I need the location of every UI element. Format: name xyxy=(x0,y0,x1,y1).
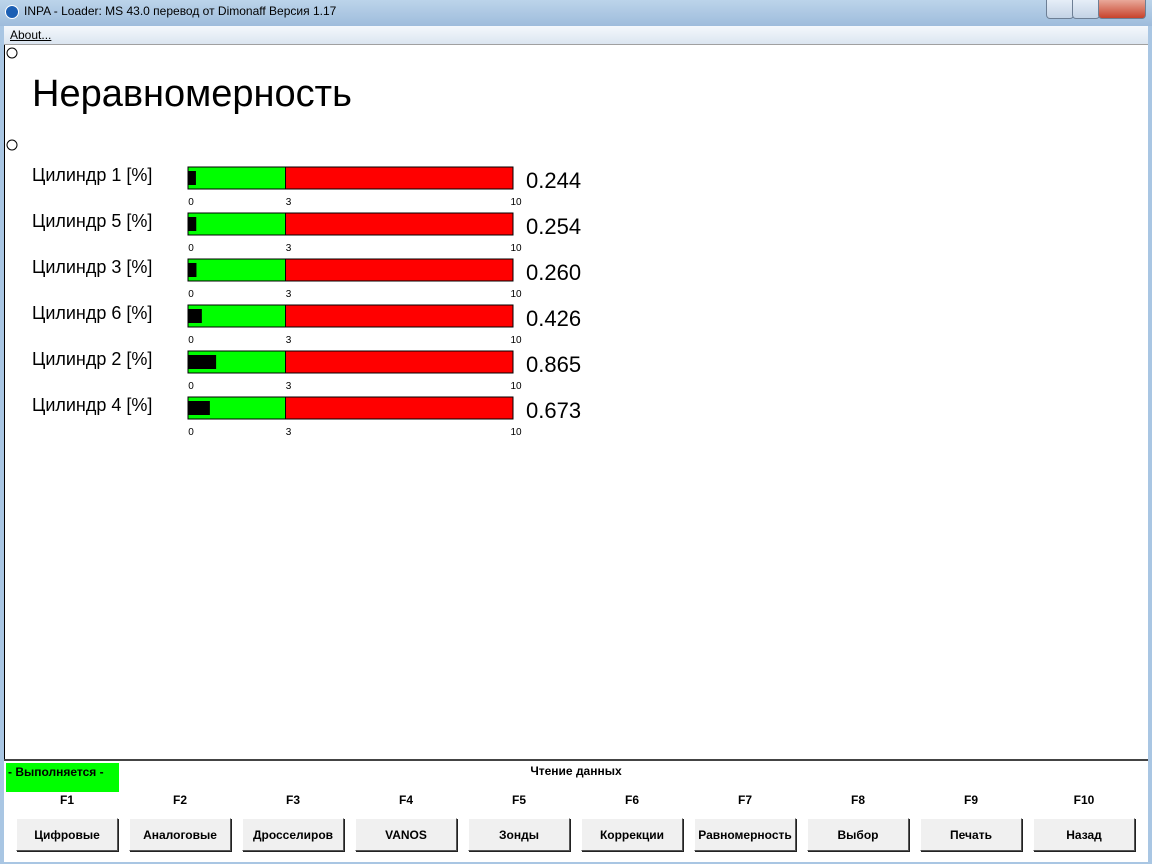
gauge-tick-label: 10 xyxy=(510,197,522,208)
gauge-tick-label: 0 xyxy=(188,381,194,392)
gauge-high-zone xyxy=(285,166,514,190)
gauge-value: 0.254 xyxy=(526,214,581,239)
function-button[interactable]: Равномерность xyxy=(694,818,796,851)
fkey-label: F9 xyxy=(963,793,978,807)
status-text: - Выполняется - xyxy=(8,765,104,779)
minimize-button[interactable] xyxy=(1046,0,1074,19)
radio-indicator xyxy=(6,47,18,59)
gauge-tick-label: 10 xyxy=(510,427,522,438)
gauge-high-zone xyxy=(285,304,514,328)
gauge-high-zone xyxy=(285,212,514,236)
gauge-label: Цилиндр 4 [%] xyxy=(32,395,152,415)
gauge-high-zone xyxy=(285,396,514,420)
fkey-label: F5 xyxy=(511,793,526,807)
gauge-low-zone xyxy=(187,212,286,236)
gauge-marker xyxy=(188,217,197,231)
gauge-tick-label: 3 xyxy=(286,427,292,438)
function-button[interactable]: Дросселиров xyxy=(242,818,344,851)
gauge-low-zone xyxy=(187,304,286,328)
menu-item[interactable]: About... xyxy=(10,28,52,42)
function-button[interactable]: Коррекции xyxy=(581,818,683,851)
fkey-label: F6 xyxy=(624,793,639,807)
window-title: INPA - Loader: MS 43.0 перевод от Dimona… xyxy=(24,4,337,18)
gauge-value: 0.673 xyxy=(526,398,581,423)
fkey-label: F8 xyxy=(850,793,865,807)
gauge-tick-label: 3 xyxy=(286,289,292,300)
gauge-tick-label: 0 xyxy=(188,289,194,300)
gauge-marker xyxy=(188,401,210,415)
status-message: Чтение данных xyxy=(530,764,622,778)
function-button[interactable]: Зонды xyxy=(468,818,570,851)
gauge-tick-label: 0 xyxy=(188,335,194,346)
gauge-value: 0.260 xyxy=(526,260,581,285)
function-button[interactable]: Назад xyxy=(1033,818,1135,851)
fkey-label: F1 xyxy=(59,793,74,807)
gauge-low-zone xyxy=(187,166,286,190)
gauge-high-zone xyxy=(285,258,514,282)
gauge-value: 0.426 xyxy=(526,306,581,331)
gauge-tick-label: 10 xyxy=(510,335,522,346)
gauge-high-zone xyxy=(285,350,514,374)
gauge-label: Цилиндр 6 [%] xyxy=(32,303,152,323)
function-button[interactable]: Аналоговые xyxy=(129,818,231,851)
gauge-value: 0.865 xyxy=(526,352,581,377)
close-button[interactable] xyxy=(1098,0,1146,19)
gauge-tick-label: 10 xyxy=(510,243,522,254)
gauge-marker xyxy=(188,309,202,323)
gauge-tick-label: 0 xyxy=(188,427,194,438)
function-button[interactable]: VANOS xyxy=(355,818,457,851)
gauge-label: Цилиндр 5 [%] xyxy=(32,211,152,231)
page-heading: Неравномерность xyxy=(32,73,352,115)
gauge-label: Цилиндр 3 [%] xyxy=(32,257,152,277)
gauge-tick-label: 10 xyxy=(510,381,522,392)
function-button[interactable]: Печать xyxy=(920,818,1022,851)
gauge-panel: Неравномерность Цилиндр 1 [%] 0 3 10 0.244 Ци… xyxy=(6,47,581,438)
app-icon xyxy=(5,5,19,19)
gauge-marker xyxy=(188,263,197,277)
content-area: Неравномерность Цилиндр 1 [%] 0 3 10 0.244 Ци… xyxy=(4,45,1148,759)
function-button[interactable]: Выбор xyxy=(807,818,909,851)
fkey-label: F3 xyxy=(285,793,300,807)
gauge-label: Цилиндр 1 [%] xyxy=(32,165,152,185)
gauge-tick-label: 3 xyxy=(286,335,292,346)
gauge-tick-label: 3 xyxy=(286,243,292,254)
function-button[interactable]: Цифровые xyxy=(16,818,118,851)
gauge-marker xyxy=(188,355,217,369)
gauge-tick-label: 3 xyxy=(286,197,292,208)
gauge-tick-label: 0 xyxy=(188,243,194,254)
gauge-low-zone xyxy=(187,258,286,282)
gauge-marker xyxy=(188,171,196,185)
fkey-label: F2 xyxy=(172,793,187,807)
menu-bar: About... xyxy=(4,26,1148,45)
status-indicator: - Выполняется - xyxy=(6,763,119,792)
maximize-button[interactable] xyxy=(1072,0,1100,19)
gauge-label: Цилиндр 2 [%] xyxy=(32,349,152,369)
gauge-value: 0.244 xyxy=(526,168,581,193)
gauge-tick-label: 3 xyxy=(286,381,292,392)
fkey-label: F10 xyxy=(1073,793,1095,807)
function-panel: - Выполняется - Чтение данных F1 Цифровые… xyxy=(4,759,1148,862)
radio-indicator xyxy=(6,139,18,151)
gauge-tick-label: 10 xyxy=(510,289,522,300)
gauge-tick-label: 0 xyxy=(188,197,194,208)
fkey-label: F7 xyxy=(737,793,752,807)
title-bar: INPA - Loader: MS 43.0 перевод от Dimona… xyxy=(0,0,1152,26)
fkey-label: F4 xyxy=(398,793,413,807)
